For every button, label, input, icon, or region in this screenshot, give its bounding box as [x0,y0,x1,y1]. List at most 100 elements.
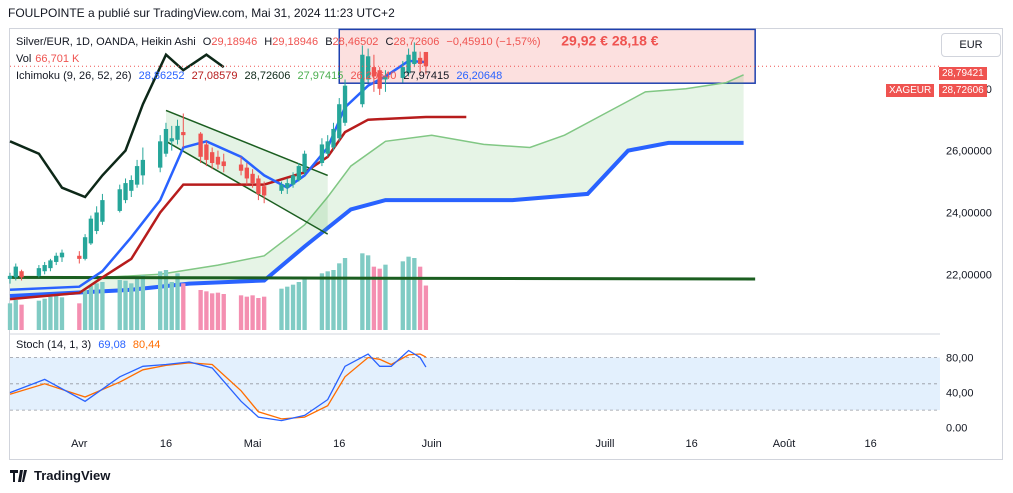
stoch-legend: Stoch (14, 1, 3) 69,08 80,44 [16,339,164,351]
stoch-tick-label: 40,00 [946,388,974,400]
volume-bar [319,273,325,330]
volume-bar [163,270,169,330]
candle-body [365,56,371,80]
zone-annotation: 29,92 € 28,18 € [561,32,659,48]
candle-body [82,237,88,259]
volume-bar [88,286,94,330]
stoch-d-value: 80,44 [132,339,161,351]
time-tick-label: Août [773,438,796,450]
volume-bar [371,266,377,330]
volume-bar [129,283,134,330]
close-label: C [385,36,394,48]
volume-bar [412,258,417,330]
volume-bar [342,258,348,330]
tradingview-logo[interactable]: TradingView [10,468,110,483]
kijun-value: 27,08579 [191,70,238,82]
candle-body [181,132,186,136]
price-tick-label: 26,00000 [946,146,992,158]
volume-bar [302,276,307,330]
volume-bar [54,295,59,330]
candle-body [134,166,140,185]
volume-bar [210,293,215,330]
low-value: 28,46502 [332,36,379,48]
volume-bar [238,295,244,330]
time-tick-label: Avr [71,438,88,450]
volume-bar [19,304,24,330]
volume-bar [360,253,365,330]
high-value: 29,18946 [272,36,319,48]
volume-bar [175,273,180,330]
volume-label[interactable]: Vol [16,53,32,65]
time-tick-label: 16 [333,438,345,450]
volume-bar [256,298,261,330]
high-label: H [264,36,273,48]
cloud-lower-value: 26,20648 [456,70,503,82]
price-tag-close: 28,72606 [939,84,987,97]
volume-bar [181,283,186,330]
price-tick-label: 22,00000 [946,269,992,281]
candle-body [36,268,42,276]
candle-body [59,252,65,258]
volume-bar [94,283,99,330]
candle-body [279,184,284,191]
publisher-line: FOULPOINTE a publié sur TradingView.com,… [8,6,395,20]
stoch-k-line [9,349,427,422]
volume-bar [417,266,423,330]
symbol-legend: Silver/EUR, 1D, OANDA, Heikin Ashi O29,1… [16,36,545,48]
volume-bar [7,303,13,330]
chart-frame [9,28,1003,460]
currency-button[interactable]: EUR [941,33,1001,57]
senkou-a-value: 27,97415 [297,70,344,82]
candle-body [325,141,330,154]
candle-body [296,166,301,180]
volume-bar [169,282,174,330]
candle-body [244,167,249,179]
ichimoku-legend: Ichimoku (9, 26, 52, 26) 28,86252 27,085… [16,70,506,82]
candle-body [342,85,348,123]
volume-bar [100,282,105,330]
volume-bar [140,275,146,330]
candle-body [383,76,388,80]
candle-body [158,141,163,168]
volume-value: 66,701 K [35,53,80,65]
candle-body [238,164,244,171]
volume-bar [279,288,284,330]
candle-body [215,156,221,165]
time-tick-label: Juill [595,438,614,450]
volume-bar [406,256,411,330]
ichimoku-label[interactable]: Ichimoku (9, 26, 52, 26) [16,70,132,82]
volume-bar [290,284,296,330]
volume-bar [365,255,371,330]
volume-bar [296,282,301,330]
volume-legend: Vol 66,701 K [16,53,83,65]
candle-body [290,175,296,185]
candle-body [7,275,13,279]
time-tick-label: 16 [865,438,877,450]
candle-body [412,51,417,65]
symbol-label[interactable]: Silver/EUR, 1D, OANDA, Heikin Ashi [16,36,196,48]
candle-body [48,260,53,269]
candle-body [400,67,405,78]
change-value: −0,45910 (−1,57%) [446,36,541,48]
volume-bar [59,297,65,330]
low-label: B [325,36,333,48]
stoch-tick-label: 80,00 [946,353,974,365]
stoch-tick-label: 0.00 [946,423,967,435]
tenkan-value: 28,86252 [138,70,185,82]
candle-body [54,255,59,262]
volume-bar [261,296,267,330]
stoch-label[interactable]: Stoch (14, 1, 3) [16,339,92,351]
candle-body [250,173,255,184]
candle-body [100,200,105,222]
brand-label: TradingView [34,468,111,483]
time-tick-label: 16 [160,438,172,450]
candle-body [117,189,122,211]
price-tick-label: 24,00000 [946,207,992,219]
candle-body [406,54,411,74]
volume-bar [244,296,249,330]
volume-bar [204,291,209,330]
volume-bar [36,300,42,330]
volume-bar [82,290,88,330]
volume-bar [250,295,255,330]
